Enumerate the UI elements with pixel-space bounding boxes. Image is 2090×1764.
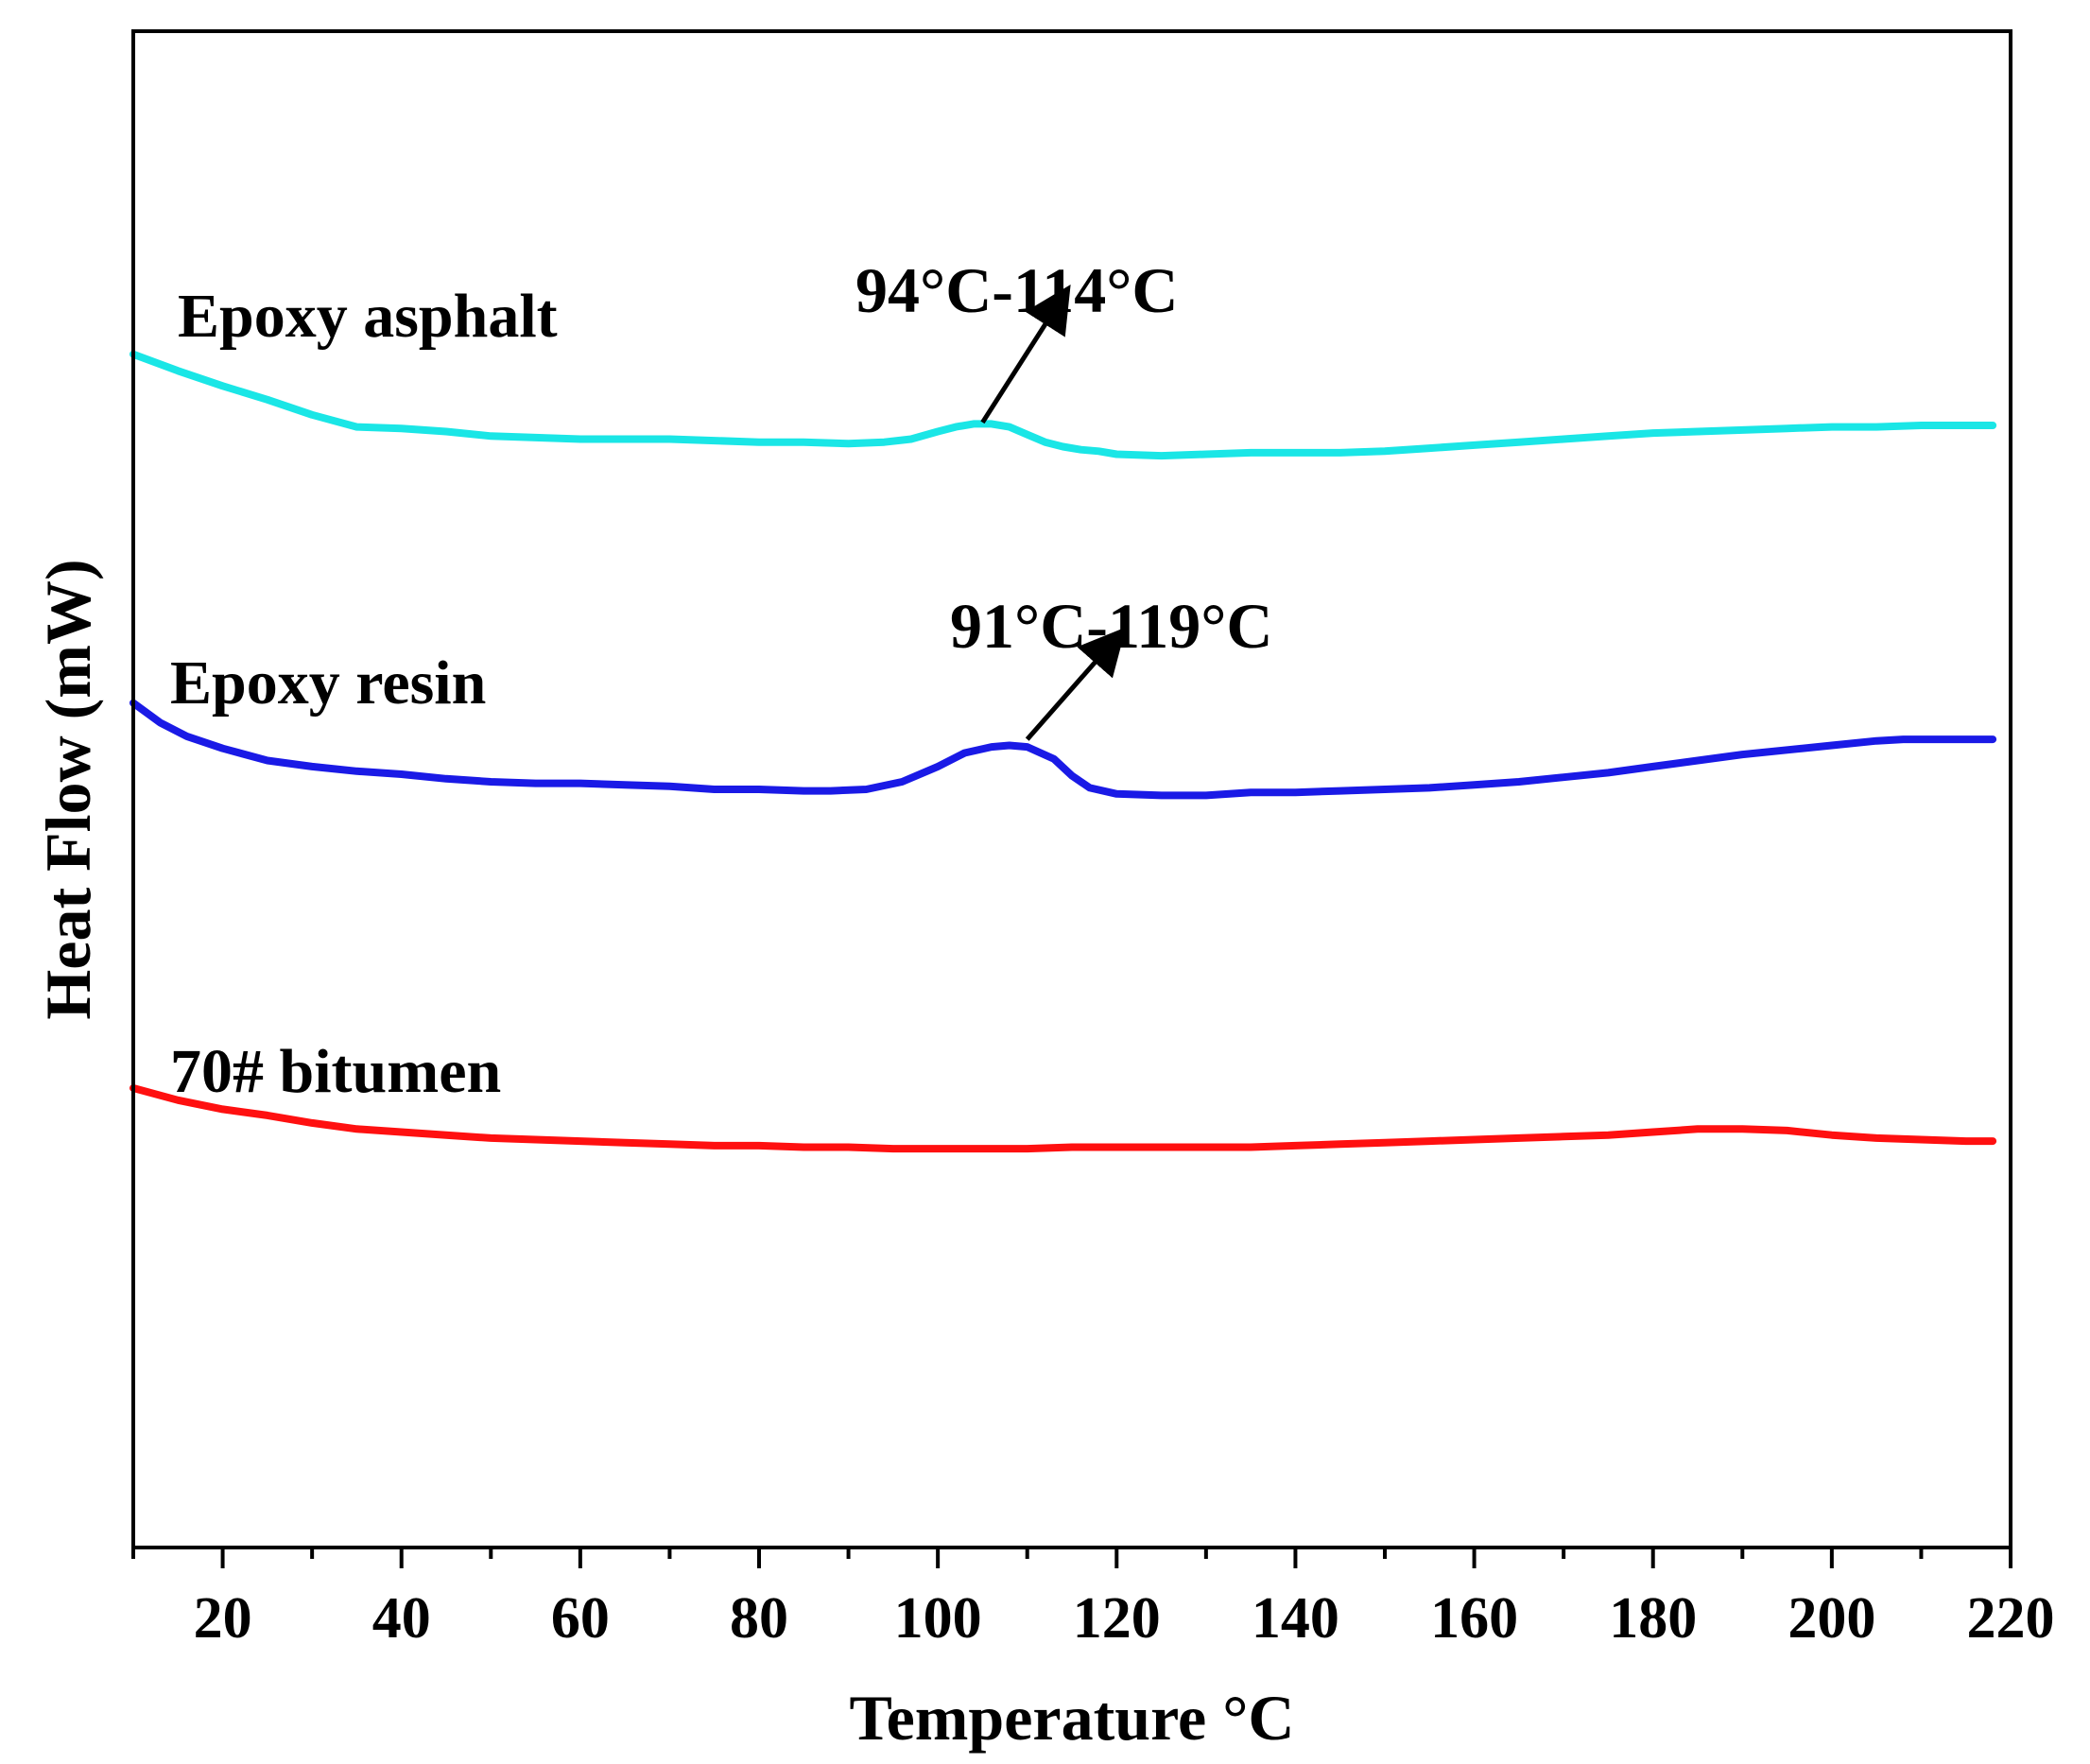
- annotation-epoxy-asphalt-range: 94°C-114°C: [855, 254, 1179, 326]
- series-label-70-bitumen: 70# bitumen: [170, 1037, 501, 1106]
- annotation-epoxy-resin-range: 91°C-119°C: [950, 590, 1273, 662]
- annotation-arrow-1: [1025, 627, 1127, 741]
- series-line-epoxy-resin: [130, 699, 1997, 800]
- x-axis-title: Temperature °C: [849, 1682, 1294, 1754]
- x-tick-label-140: 140: [1252, 1586, 1339, 1651]
- x-tick-label-60: 60: [551, 1586, 610, 1651]
- series-line-70-bitumen: [130, 1084, 1997, 1153]
- y-axis-title: Heat Flow (mW): [32, 559, 104, 1019]
- annotation-layer: [980, 285, 1127, 741]
- annotation-arrow-0: [980, 285, 1071, 424]
- x-tick-label-200: 200: [1788, 1586, 1875, 1651]
- x-tick-label-100: 100: [894, 1586, 982, 1651]
- series-line-epoxy-asphalt: [130, 350, 1997, 460]
- x-tick-label-160: 160: [1430, 1586, 1518, 1651]
- x-axis-ticks: 20 40 60 80 100 120 140 160 180 200 220: [131, 1548, 2055, 1651]
- series-label-epoxy-asphalt: Epoxy asphalt: [178, 282, 558, 351]
- x-tick-label-220: 220: [1967, 1586, 2055, 1651]
- series-label-epoxy-resin: Epoxy resin: [170, 649, 486, 718]
- series-layer: [130, 350, 1997, 1153]
- x-tick-label-40: 40: [372, 1586, 431, 1651]
- x-tick-label-20: 20: [194, 1586, 252, 1651]
- plot-frame: [131, 29, 2012, 1549]
- x-tick-label-180: 180: [1609, 1586, 1697, 1651]
- x-tick-label-80: 80: [730, 1586, 788, 1651]
- x-tick-label-120: 120: [1073, 1586, 1161, 1651]
